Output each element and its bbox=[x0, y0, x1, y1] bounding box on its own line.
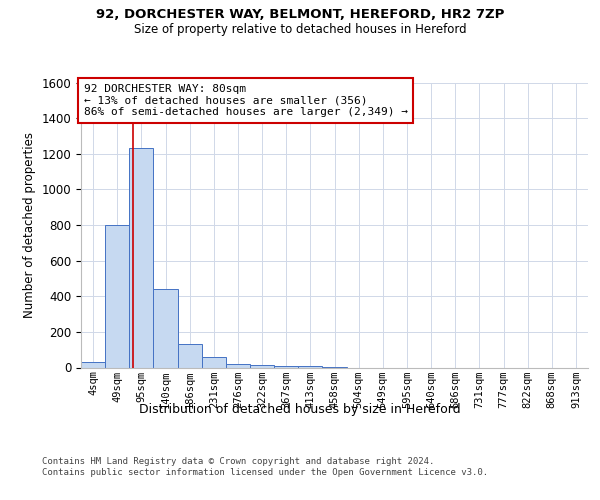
Text: Distribution of detached houses by size in Hereford: Distribution of detached houses by size … bbox=[139, 402, 461, 415]
Bar bbox=[274, 366, 298, 368]
Bar bbox=[81, 362, 105, 368]
Bar bbox=[105, 225, 129, 368]
Bar bbox=[226, 364, 250, 368]
Bar bbox=[250, 365, 274, 368]
Text: Size of property relative to detached houses in Hereford: Size of property relative to detached ho… bbox=[134, 22, 466, 36]
Bar bbox=[298, 366, 322, 368]
Text: Contains HM Land Registry data © Crown copyright and database right 2024.
Contai: Contains HM Land Registry data © Crown c… bbox=[42, 458, 488, 477]
Bar bbox=[322, 366, 347, 368]
Bar bbox=[202, 357, 226, 368]
Bar bbox=[129, 148, 154, 368]
Bar bbox=[154, 289, 178, 368]
Text: 92 DORCHESTER WAY: 80sqm
← 13% of detached houses are smaller (356)
86% of semi-: 92 DORCHESTER WAY: 80sqm ← 13% of detach… bbox=[83, 84, 407, 117]
Text: 92, DORCHESTER WAY, BELMONT, HEREFORD, HR2 7ZP: 92, DORCHESTER WAY, BELMONT, HEREFORD, H… bbox=[96, 8, 504, 20]
Y-axis label: Number of detached properties: Number of detached properties bbox=[23, 132, 36, 318]
Bar bbox=[178, 344, 202, 368]
